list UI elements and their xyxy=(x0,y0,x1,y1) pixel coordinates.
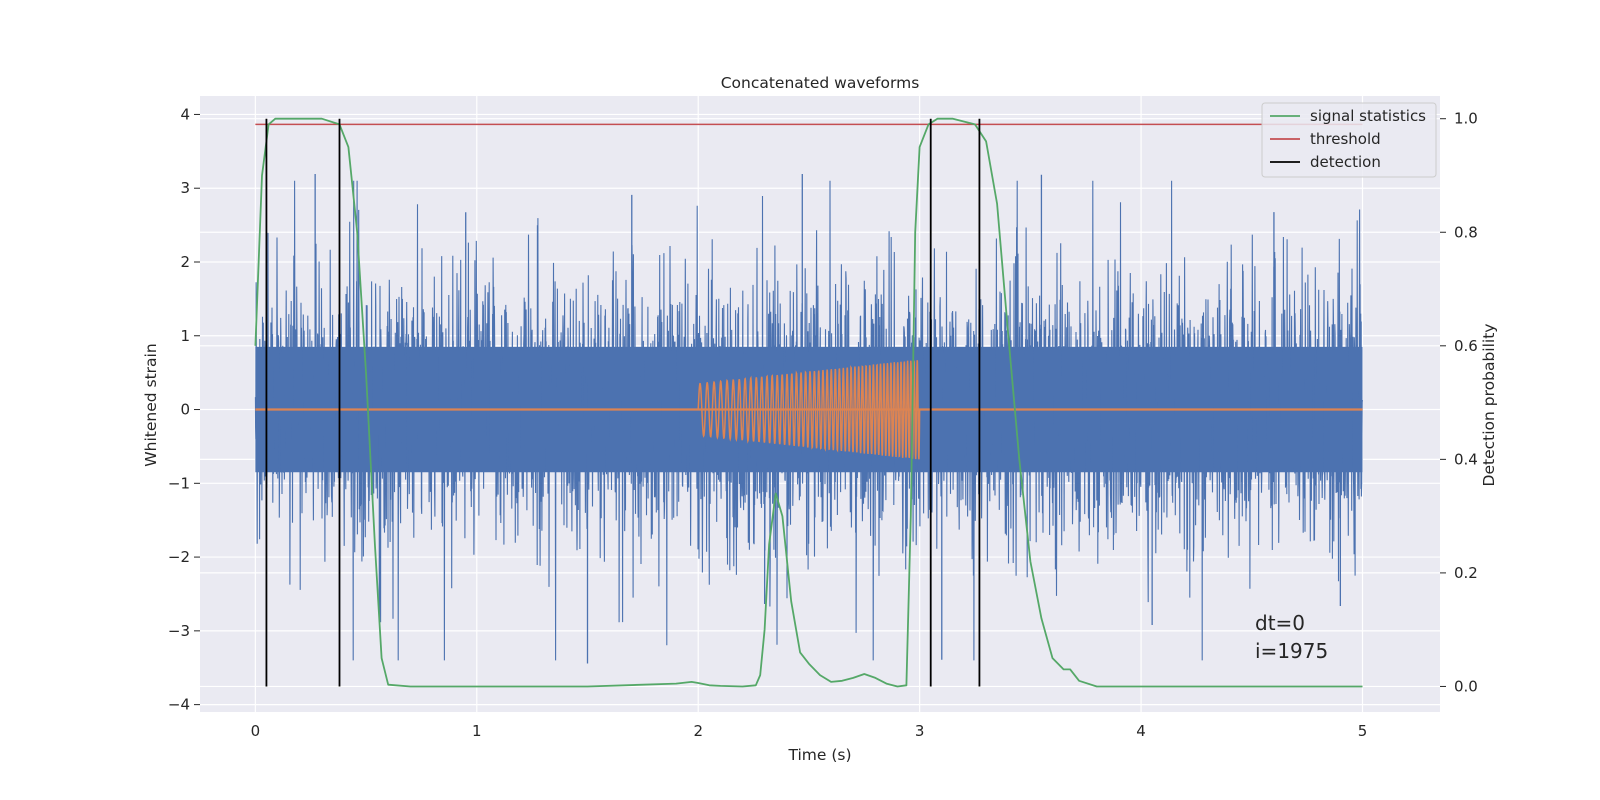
y-tick-label: −1 xyxy=(168,474,190,492)
series-layer xyxy=(254,117,1364,688)
x-axis-label: Time (s) xyxy=(787,746,851,764)
y-tick-label: 0 xyxy=(180,401,190,419)
y2-tick-label: 0.2 xyxy=(1454,564,1478,582)
injection-chirp xyxy=(697,360,921,460)
x-axis: 0 1 2 3 4 5 xyxy=(251,722,1368,740)
plot-series xyxy=(254,117,1364,688)
y-tick-label: −4 xyxy=(168,696,190,714)
legend-label-threshold: threshold xyxy=(1310,130,1381,148)
x-tick-label: 1 xyxy=(472,722,482,740)
x-tick-label: 0 xyxy=(251,722,261,740)
y-tick-label: 3 xyxy=(180,179,190,197)
y-tick-label: −3 xyxy=(168,622,190,640)
legend-box xyxy=(1261,102,1437,178)
legend-label-signal-statistics: signal statistics xyxy=(1310,107,1426,125)
chart-title: Concatenated waveforms xyxy=(721,74,920,92)
x-tick-label: 3 xyxy=(915,722,925,740)
x-tick-label: 4 xyxy=(1136,722,1146,740)
y-tick-label: 2 xyxy=(180,253,190,271)
legend: signal statistics threshold detection xyxy=(1261,102,1437,178)
x-tick-label: 2 xyxy=(693,722,703,740)
annotation-dt: dt=0 xyxy=(1255,611,1305,635)
y2-axis-label: Detection probability xyxy=(1480,324,1498,487)
y2-tick-label: 1.0 xyxy=(1454,110,1478,128)
y-axis-label: Whitened strain xyxy=(142,343,160,466)
y2-tick-label: 0.0 xyxy=(1454,677,1478,695)
y-tick-label: 1 xyxy=(180,327,190,345)
y2-tick-label: 0.8 xyxy=(1454,223,1478,241)
signal-statistics-line xyxy=(254,117,1363,688)
y2-tick-label: 0.6 xyxy=(1454,337,1478,355)
annotation-i: i=1975 xyxy=(1255,639,1328,663)
y-tick-label: −2 xyxy=(168,548,190,566)
y-tick-label: 4 xyxy=(180,105,190,123)
x-tick-label: 5 xyxy=(1358,722,1368,740)
right-axis: 0.0 0.2 0.4 0.6 0.8 1.0 xyxy=(1440,110,1478,695)
legend-label-detection: detection xyxy=(1310,153,1381,171)
left-axis: −4 −3 −2 −1 0 1 2 3 4 xyxy=(168,105,200,714)
y2-tick-label: 0.4 xyxy=(1454,450,1478,468)
